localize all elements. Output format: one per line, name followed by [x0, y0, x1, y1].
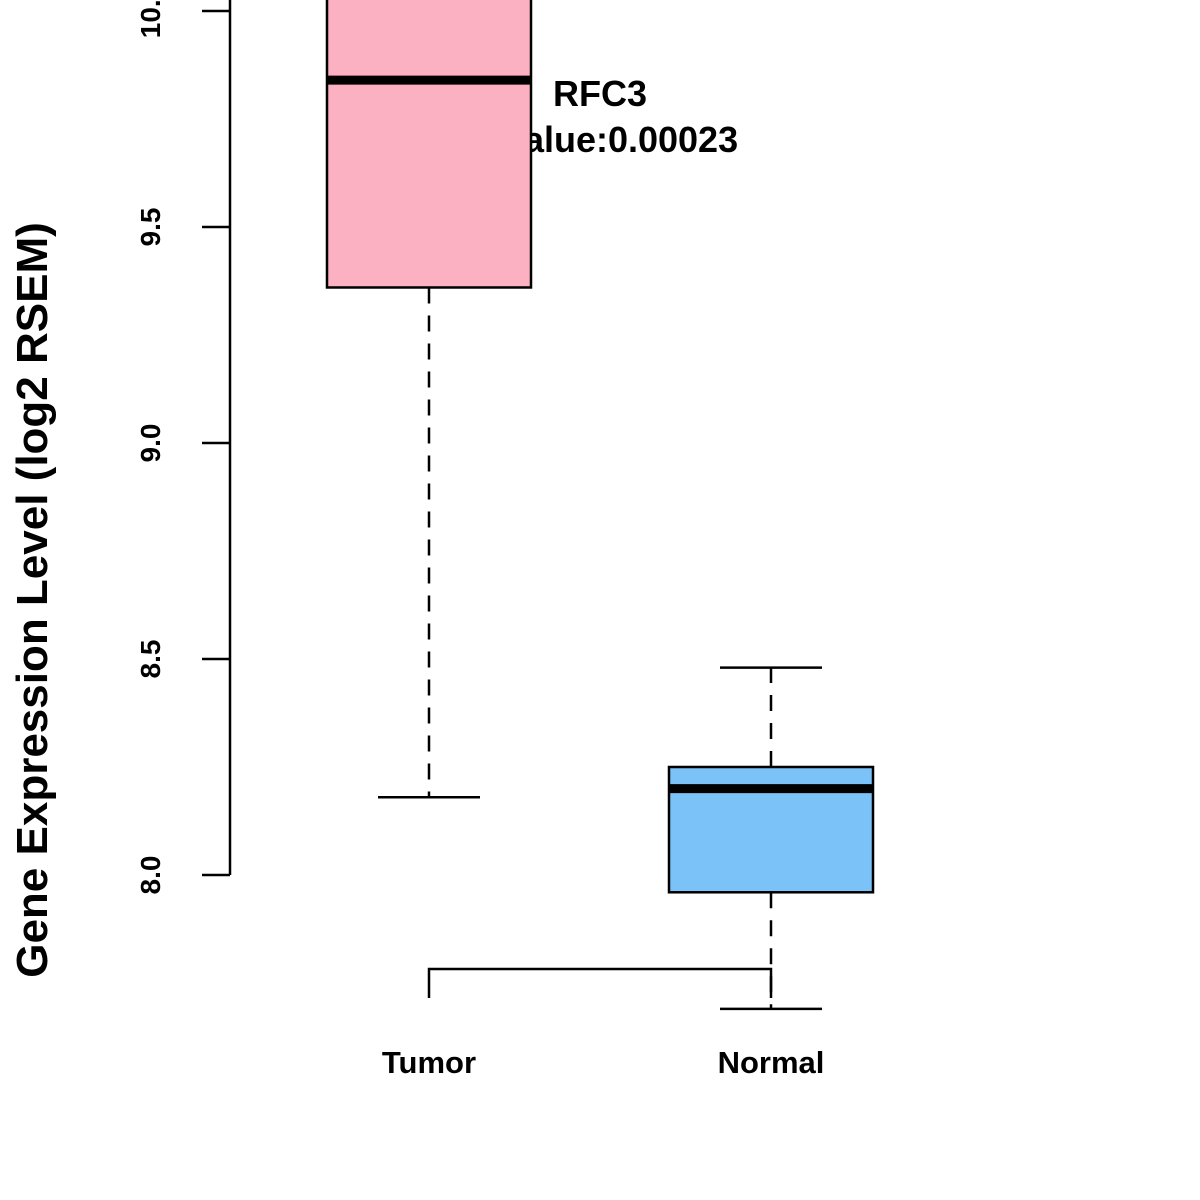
box-iqr [325, 0, 533, 289]
y-tick-label: 9.0 [135, 424, 166, 463]
comparison-bracket [427, 967, 773, 998]
y-tick-label: 8.5 [135, 640, 166, 679]
y-tick-label: 8.0 [135, 856, 166, 895]
y-tick-label: 9.5 [135, 208, 166, 247]
x-label-normal: Normal [718, 1045, 825, 1080]
y-axis: 8.08.59.09.510.010.5 [135, 0, 232, 895]
x-axis-labels: Tumor Normal [382, 1045, 824, 1080]
y-tick-label: 10.0 [135, 0, 166, 38]
boxes-group [325, 0, 875, 1011]
y-axis-label: Gene Expression Level (log2 RSEM) [8, 222, 57, 978]
box-tumor [325, 0, 533, 799]
chart-title: RFC3 [553, 73, 647, 114]
bracket-line [427, 967, 773, 998]
x-label-tumor: Tumor [382, 1045, 476, 1080]
box-normal [667, 666, 875, 1011]
